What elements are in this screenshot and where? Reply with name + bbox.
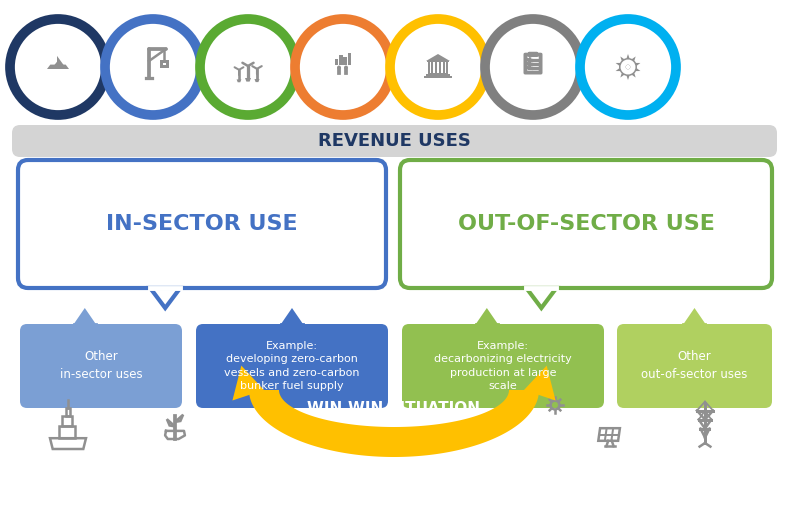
Polygon shape [150,288,180,308]
Polygon shape [281,308,303,324]
Text: Other
out-of-sector uses: Other out-of-sector uses [641,350,748,382]
Circle shape [238,69,240,70]
Polygon shape [245,78,251,82]
Polygon shape [249,390,539,457]
Circle shape [344,66,348,70]
Text: IN-SECTOR USE: IN-SECTOR USE [107,214,297,234]
Polygon shape [52,62,57,68]
FancyBboxPatch shape [18,160,386,288]
Circle shape [295,19,391,115]
Bar [65,408,70,416]
Polygon shape [47,65,69,69]
Circle shape [247,65,249,67]
Text: Other
in-sector uses: Other in-sector uses [60,350,142,382]
Polygon shape [254,79,260,82]
Bar [433,62,435,73]
Bar [339,55,342,65]
FancyBboxPatch shape [196,324,388,408]
Bar [441,62,443,73]
FancyBboxPatch shape [12,125,777,157]
FancyBboxPatch shape [402,324,604,408]
Bar [428,61,448,73]
Bar [59,426,75,438]
Circle shape [200,19,296,115]
Circle shape [105,19,201,115]
Text: Example:
decarbonizing electricity
production at large
scale: Example: decarbonizing electricity produ… [434,341,572,391]
Polygon shape [233,366,264,401]
Bar [427,61,449,62]
FancyBboxPatch shape [617,324,772,408]
Bar [348,53,351,65]
Text: WIN-WIN SITUATION: WIN-WIN SITUATION [308,401,481,416]
Polygon shape [683,308,705,324]
Text: OUT-OF-SECTOR USE: OUT-OF-SECTOR USE [458,214,714,234]
Polygon shape [237,80,241,82]
FancyBboxPatch shape [20,324,182,408]
Text: Example:
developing zero-carbon
vessels and zero-carbon
bunker fuel supply: Example: developing zero-carbon vessels … [224,341,360,391]
Bar [429,62,432,73]
Circle shape [485,19,581,115]
Bar [426,73,450,76]
Bar [445,62,447,73]
Circle shape [10,19,106,115]
Polygon shape [74,308,95,324]
Bar [424,76,452,78]
Polygon shape [615,54,641,80]
Circle shape [580,19,676,115]
Bar [335,59,338,65]
Polygon shape [426,54,450,61]
Polygon shape [526,288,556,308]
FancyBboxPatch shape [400,160,772,288]
Circle shape [390,19,486,115]
Bar [437,62,439,73]
Circle shape [626,65,630,69]
Bar [62,416,73,426]
Circle shape [256,68,258,70]
Bar [343,57,347,65]
Circle shape [337,66,341,70]
Polygon shape [524,366,555,401]
Polygon shape [476,308,498,324]
Text: REVENUE USES: REVENUE USES [317,132,470,150]
Polygon shape [57,56,65,68]
